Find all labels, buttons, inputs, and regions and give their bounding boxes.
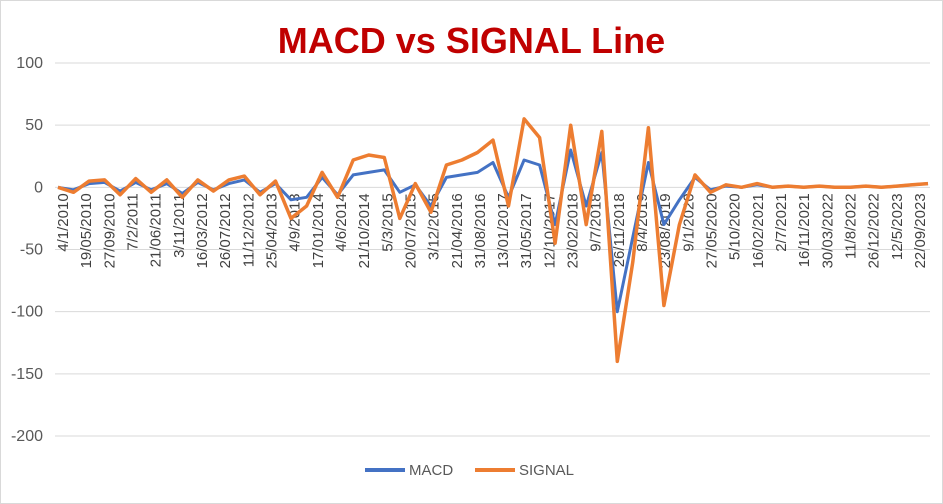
x-tick-label: 5/3/2015 <box>379 193 396 251</box>
x-tick-label: 27/05/2020 <box>704 193 721 268</box>
y-tick-label: -200 <box>11 428 43 445</box>
x-tick-label: 4/9/2013 <box>287 193 304 251</box>
x-tick-label: 13/01/2017 <box>495 193 512 268</box>
x-tick-label: 7/2/2011 <box>124 193 141 250</box>
legend: MACD SIGNAL <box>365 462 574 479</box>
x-tick-label: 19/05/2010 <box>78 193 95 268</box>
x-tick-label: 20/07/2015 <box>402 193 419 268</box>
x-tick-label: 21/10/2014 <box>356 193 373 268</box>
chart-title: MACD vs SIGNAL Line <box>277 20 666 61</box>
x-tick-label: 23/02/2018 <box>565 193 582 268</box>
x-tick-label: 2/7/2021 <box>773 193 790 251</box>
y-tick-label: -150 <box>11 366 43 383</box>
legend-label-macd: MACD <box>409 462 453 479</box>
y-tick-label: -100 <box>11 304 43 321</box>
x-tick-label: 5/10/2020 <box>727 193 744 260</box>
y-tick-label: -50 <box>20 242 43 259</box>
x-tick-label: 30/03/2022 <box>819 193 836 268</box>
series-lines <box>57 117 929 364</box>
x-tick-label: 17/01/2014 <box>310 193 327 268</box>
x-tick-label: 3/11/2011 <box>171 193 188 258</box>
x-tick-label: 21/06/2011 <box>148 193 165 267</box>
x-tick-label: 4/1/2010 <box>55 193 72 251</box>
x-tick-label: 26/11/2018 <box>611 193 628 267</box>
x-tick-label: 4/6/2014 <box>333 193 350 251</box>
x-tick-label: 26/07/2012 <box>217 193 234 268</box>
x-tick-label: 26/12/2022 <box>866 193 883 268</box>
x-tick-label: 27/09/2010 <box>101 193 118 268</box>
x-tick-label: 16/02/2021 <box>750 193 767 268</box>
x-tick-label: 12/10/2017 <box>541 193 558 268</box>
y-tick-label: 0 <box>34 179 43 196</box>
x-tick-label: 9/1/2020 <box>680 193 697 251</box>
y-tick-label: 100 <box>16 55 43 72</box>
x-tick-label: 31/05/2017 <box>518 193 535 268</box>
x-tick-label: 21/04/2016 <box>449 193 466 268</box>
x-tick-label: 11/12/2012 <box>240 193 257 267</box>
x-tick-label: 31/08/2016 <box>472 193 489 268</box>
x-tick-label: 22/09/2023 <box>912 193 929 268</box>
x-tick-label: 16/03/2012 <box>194 193 211 268</box>
legend-label-signal: SIGNAL <box>519 462 574 479</box>
y-axis-tick-labels: 100 50 0 -50 -100 -150 -200 <box>11 55 43 445</box>
x-axis-tick-labels: 4/1/2010 19/05/2010 27/09/2010 7/2/2011 21/0… <box>55 193 929 268</box>
x-tick-label: 9/7/2018 <box>588 193 605 251</box>
series-line-signal <box>57 117 929 364</box>
x-tick-label: 12/5/2023 <box>889 193 906 260</box>
y-tick-label: 50 <box>25 117 43 134</box>
x-tick-label: 16/11/2021 <box>796 193 813 267</box>
x-tick-label: 25/04/2013 <box>263 193 280 268</box>
x-tick-label: 11/8/2022 <box>843 193 860 259</box>
